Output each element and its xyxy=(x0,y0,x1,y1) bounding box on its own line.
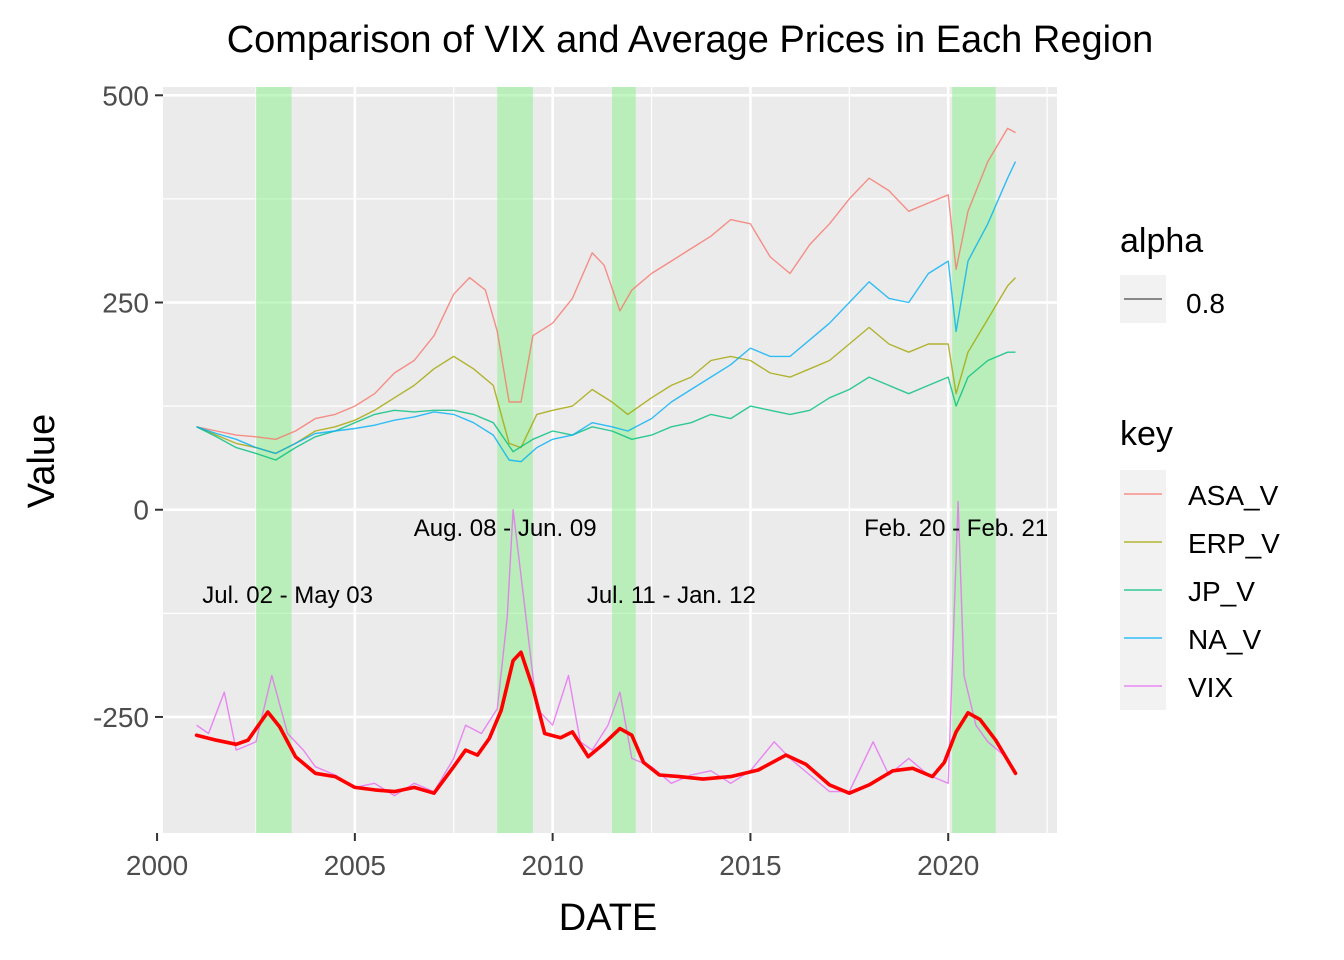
x-axis-title: DATE xyxy=(559,897,658,939)
shaded-period xyxy=(497,87,533,833)
series-line-vix xyxy=(196,500,1017,797)
legend: alpha 0.8 key ASA_V ERP_V JP_V NA_V VIX xyxy=(1120,222,1280,710)
x-axis: 2000 2005 2010 2015 2020 xyxy=(126,833,979,881)
period-label: Feb. 20 - Feb. 21 xyxy=(864,515,1048,542)
x-tick-label: 2000 xyxy=(126,850,188,881)
grid-major xyxy=(155,87,1057,833)
y-tick-label: 500 xyxy=(102,80,149,111)
legend-key-label: ASA_V xyxy=(1188,480,1279,511)
legend-key-label: ERP_V xyxy=(1188,528,1280,559)
vix-smooth-line xyxy=(194,650,1018,796)
shaded-period xyxy=(611,87,636,833)
x-tick-label: 2005 xyxy=(324,850,386,881)
y-tick-label: -250 xyxy=(93,702,149,733)
legend-key-items: ASA_V ERP_V JP_V NA_V VIX xyxy=(1120,470,1280,710)
grid-minor xyxy=(163,87,1057,833)
y-axis-title: Value xyxy=(21,414,63,508)
legend-key-label: JP_V xyxy=(1188,576,1255,607)
legend-key-title: key xyxy=(1120,415,1173,453)
vix-smooth-curve xyxy=(194,650,1018,796)
period-label: Jul. 02 - May 03 xyxy=(202,582,373,609)
series-lines xyxy=(196,127,1017,797)
legend-alpha-title: alpha xyxy=(1120,222,1203,260)
legend-key-label: VIX xyxy=(1188,672,1233,703)
legend-key-label: NA_V xyxy=(1188,624,1261,655)
period-label: Jul. 11 - Jan. 12 xyxy=(587,582,756,609)
x-tick-label: 2015 xyxy=(719,850,781,881)
period-annotations: Jul. 02 - May 03 Aug. 08 - Jun. 09 Jul. 11… xyxy=(202,515,1048,609)
series-line-jp-v xyxy=(196,351,1016,461)
series-line-erp-v xyxy=(196,277,1017,455)
period-label: Aug. 08 - Jun. 09 xyxy=(414,515,597,542)
x-tick-label: 2020 xyxy=(917,850,979,881)
y-axis: 500 250 0 -250 xyxy=(93,80,163,733)
y-tick-label: 250 xyxy=(102,288,149,319)
series-line-na-v xyxy=(196,161,1017,463)
shaded-period xyxy=(952,87,996,833)
plot-panel: Jul. 02 - May 03 Aug. 08 - Jun. 09 Jul. 11… xyxy=(155,87,1057,833)
series-line-asa-v xyxy=(196,127,1016,440)
x-tick-label: 2010 xyxy=(521,850,583,881)
legend-alpha-label: 0.8 xyxy=(1186,288,1225,319)
chart-title: Comparison of VIX and Average Prices in … xyxy=(227,19,1154,61)
y-tick-label: 0 xyxy=(133,495,149,526)
